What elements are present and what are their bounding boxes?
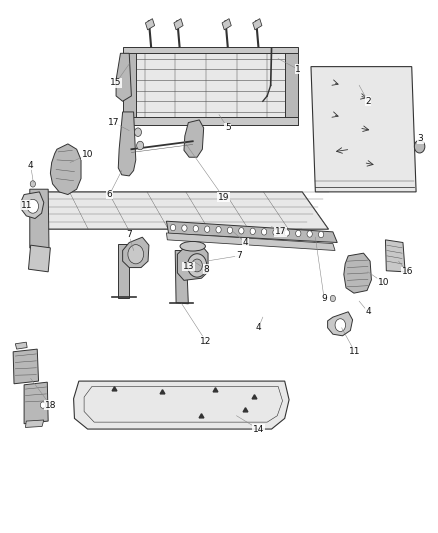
Circle shape <box>40 402 46 408</box>
Circle shape <box>261 229 267 235</box>
Circle shape <box>239 228 244 234</box>
Polygon shape <box>50 144 81 195</box>
Text: 4: 4 <box>28 161 33 169</box>
Circle shape <box>414 140 425 153</box>
Polygon shape <box>123 47 298 53</box>
Polygon shape <box>118 112 136 176</box>
Polygon shape <box>177 245 208 280</box>
Circle shape <box>187 254 207 277</box>
Text: 16: 16 <box>402 268 413 276</box>
Polygon shape <box>166 233 335 251</box>
Polygon shape <box>285 48 298 125</box>
Text: 10: 10 <box>82 150 93 159</box>
Circle shape <box>192 259 202 272</box>
Text: 8: 8 <box>203 265 209 273</box>
Polygon shape <box>74 381 289 429</box>
Polygon shape <box>328 312 353 336</box>
Text: 11: 11 <box>21 201 32 209</box>
Circle shape <box>216 227 221 233</box>
Polygon shape <box>116 53 131 101</box>
Text: 14: 14 <box>253 425 264 433</box>
Ellipse shape <box>180 241 205 251</box>
Polygon shape <box>145 19 155 30</box>
Text: 13: 13 <box>183 262 194 271</box>
Circle shape <box>128 245 144 264</box>
Polygon shape <box>25 420 44 427</box>
Text: 5: 5 <box>225 124 231 132</box>
Text: 4: 4 <box>256 324 261 332</box>
Circle shape <box>335 319 346 332</box>
Polygon shape <box>344 253 371 293</box>
Text: 7: 7 <box>126 230 132 239</box>
Text: 10: 10 <box>378 278 389 287</box>
Circle shape <box>182 225 187 231</box>
Polygon shape <box>28 245 50 272</box>
Text: 9: 9 <box>321 294 327 303</box>
Polygon shape <box>31 192 328 229</box>
Circle shape <box>170 224 176 231</box>
Polygon shape <box>123 117 298 125</box>
Circle shape <box>330 295 336 302</box>
Polygon shape <box>13 349 39 384</box>
Text: 1: 1 <box>295 65 301 74</box>
Circle shape <box>205 226 210 232</box>
Polygon shape <box>21 192 44 219</box>
Polygon shape <box>123 237 149 268</box>
Circle shape <box>273 229 278 236</box>
Text: 2: 2 <box>365 97 371 106</box>
Text: 17: 17 <box>275 228 286 236</box>
Circle shape <box>30 181 35 187</box>
Circle shape <box>193 225 198 232</box>
Text: 17: 17 <box>108 118 120 127</box>
Polygon shape <box>385 240 405 272</box>
Polygon shape <box>118 244 129 298</box>
Text: 12: 12 <box>200 337 212 345</box>
Text: 4: 4 <box>243 238 248 247</box>
Polygon shape <box>253 19 262 30</box>
Text: 15: 15 <box>110 78 122 87</box>
Circle shape <box>27 199 39 213</box>
Circle shape <box>137 141 144 150</box>
Circle shape <box>284 230 290 236</box>
Text: 7: 7 <box>236 252 242 260</box>
Polygon shape <box>15 342 27 349</box>
Polygon shape <box>24 382 48 424</box>
Circle shape <box>296 230 301 237</box>
Text: 3: 3 <box>417 134 424 143</box>
Polygon shape <box>30 189 49 253</box>
Text: 19: 19 <box>218 193 229 201</box>
Polygon shape <box>123 48 136 125</box>
Circle shape <box>250 228 255 235</box>
Circle shape <box>227 227 233 233</box>
Text: 6: 6 <box>106 190 113 199</box>
Polygon shape <box>125 51 289 123</box>
Polygon shape <box>175 251 188 304</box>
Polygon shape <box>174 19 183 30</box>
Circle shape <box>318 231 324 238</box>
Polygon shape <box>311 67 416 192</box>
Text: 18: 18 <box>45 401 56 409</box>
Text: 4: 4 <box>365 308 371 316</box>
Polygon shape <box>222 19 231 30</box>
Polygon shape <box>166 221 337 243</box>
Polygon shape <box>184 120 204 157</box>
Circle shape <box>307 231 312 237</box>
Circle shape <box>134 128 141 136</box>
Text: 11: 11 <box>349 348 360 356</box>
